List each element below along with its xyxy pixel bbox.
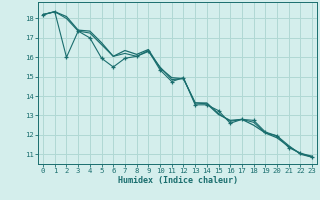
X-axis label: Humidex (Indice chaleur): Humidex (Indice chaleur) [118,176,238,185]
